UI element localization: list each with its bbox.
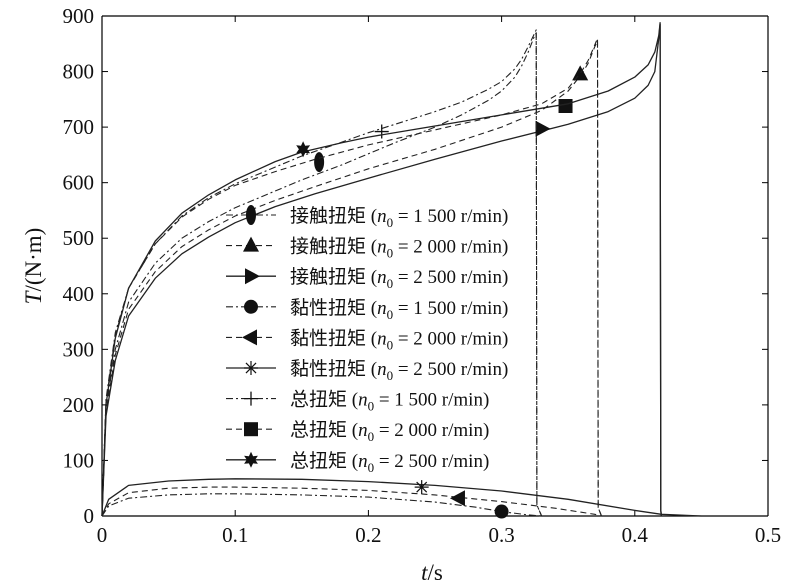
series-4 <box>101 493 542 519</box>
legend-label: 接触扭矩 (n0 = 1 500 r/min) <box>290 205 508 230</box>
legend-marker <box>244 361 258 375</box>
legend-marker <box>244 391 258 406</box>
y-tick-label: 200 <box>63 393 95 417</box>
x-tick-label: 0.2 <box>355 523 381 547</box>
legend-marker <box>244 422 258 437</box>
series-marker <box>449 490 465 507</box>
x-tick-label: 0.4 <box>622 523 649 547</box>
series-marker <box>314 152 325 173</box>
series-marker <box>535 120 551 137</box>
legend-marker <box>246 205 256 225</box>
series-marker <box>558 99 573 113</box>
series-6 <box>101 478 702 517</box>
y-axis-label: T/(N·m) <box>21 228 46 305</box>
legend-label: 总扭矩 (n0 = 2 500 r/min) <box>290 450 489 475</box>
series-5 <box>101 486 602 517</box>
series-marker <box>572 65 589 81</box>
legend-item: 总扭矩 (n0 = 2 500 r/min) <box>226 450 489 475</box>
series-2 <box>101 40 603 517</box>
series-line <box>101 40 603 517</box>
legend-item: 接触扭矩 (n0 = 2 000 r/min) <box>226 236 508 261</box>
plot-axes: 0 0.1 0.2 0.3 0.4 0.5 0 100 200 300 400 500 600 700 80… <box>63 4 782 547</box>
legend-label: 黏性扭矩 (n0 = 2 000 r/min) <box>290 327 508 352</box>
legend-item: 总扭矩 (n0 = 1 500 r/min) <box>226 389 489 414</box>
x-tick-label: 0.3 <box>488 523 514 547</box>
legend-label: 总扭矩 (n0 = 1 500 r/min) <box>290 389 489 414</box>
legend-marker <box>244 299 258 314</box>
series-line <box>101 478 702 517</box>
x-axis-label: t/s <box>421 560 443 585</box>
y-tick-label: 0 <box>84 504 95 528</box>
series-line <box>101 37 603 517</box>
x-tick-label: 0.5 <box>755 523 781 547</box>
series-marker <box>414 480 429 495</box>
legend-item: 黏性扭矩 (n0 = 2 000 r/min) <box>226 327 508 352</box>
series-line <box>101 23 663 517</box>
legend-label: 总扭矩 (n0 = 2 000 r/min) <box>290 419 489 444</box>
series-layer <box>101 22 702 519</box>
legend-item: 黏性扭矩 (n0 = 1 500 r/min) <box>226 297 508 322</box>
legend-item: 接触扭矩 (n0 = 2 500 r/min) <box>226 266 508 291</box>
series-marker <box>374 124 389 139</box>
y-tick-label: 500 <box>63 226 95 250</box>
y-tick-label: 900 <box>63 4 95 28</box>
y-tick-label: 600 <box>63 171 95 195</box>
series-line <box>101 22 663 517</box>
series-9 <box>101 22 663 517</box>
y-tick-label: 100 <box>63 448 95 472</box>
x-tick-label: 0.1 <box>222 523 248 547</box>
legend-marker <box>243 236 259 252</box>
legend-label: 接触扭矩 (n0 = 2 000 r/min) <box>290 236 508 261</box>
series-line <box>101 32 543 517</box>
x-tick-label: 0 <box>97 523 108 547</box>
legend-marker <box>242 329 257 346</box>
legend-label: 黏性扭矩 (n0 = 1 500 r/min) <box>290 297 508 322</box>
legend-marker <box>245 268 260 285</box>
y-tick-label: 300 <box>63 337 95 361</box>
series-marker <box>296 141 311 158</box>
y-tick-label: 700 <box>63 115 95 139</box>
legend-item: 接触扭矩 (n0 = 1 500 r/min) <box>226 205 508 230</box>
y-tick-label: 800 <box>63 60 95 84</box>
legend-marker <box>244 451 258 468</box>
series-8 <box>101 37 603 517</box>
legend-item: 总扭矩 (n0 = 2 000 r/min) <box>226 419 489 444</box>
legend-label: 接触扭矩 (n0 = 2 500 r/min) <box>290 266 508 291</box>
legend-item: 黏性扭矩 (n0 = 2 500 r/min) <box>226 358 508 383</box>
series-marker <box>494 504 509 519</box>
series-3 <box>101 23 663 517</box>
legend: 接触扭矩 (n0 = 1 500 r/min) 接触扭矩 (n0 = 2 000 … <box>226 205 508 475</box>
series-line <box>101 493 542 517</box>
series-line <box>101 486 602 517</box>
y-tick-label: 400 <box>63 282 95 306</box>
legend-label: 黏性扭矩 (n0 = 2 500 r/min) <box>290 358 508 383</box>
